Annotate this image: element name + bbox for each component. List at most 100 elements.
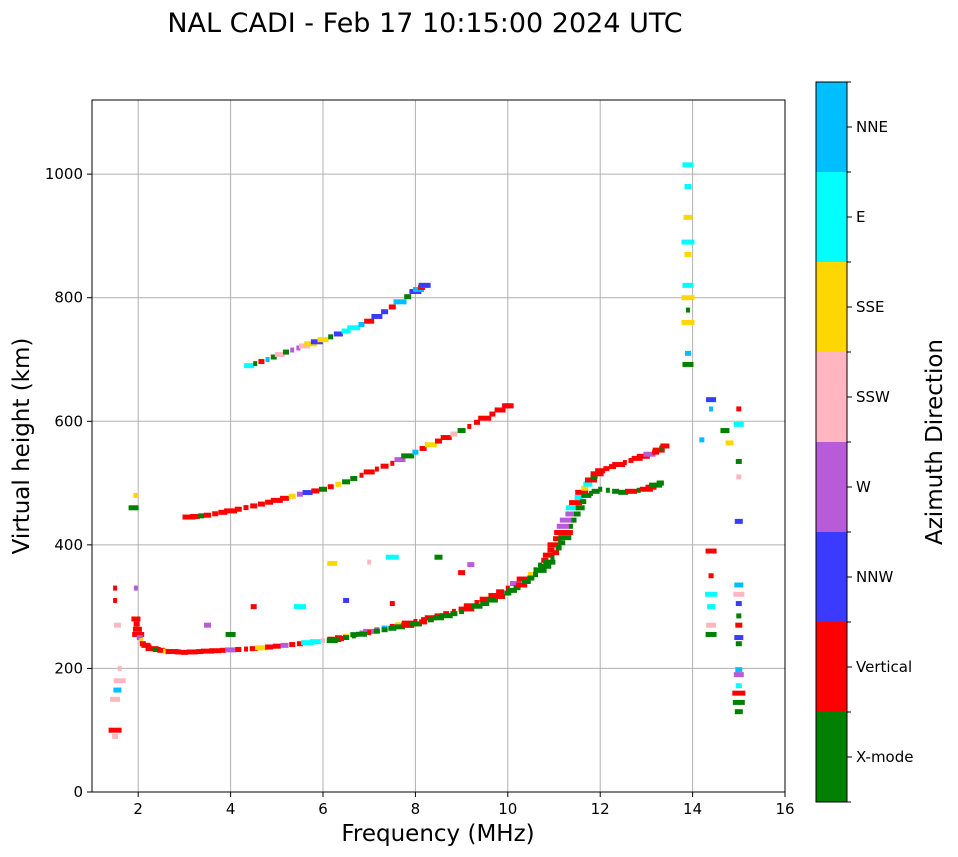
echo-mark: [311, 488, 320, 494]
echo-mark: [575, 489, 589, 495]
echo-mark: [558, 535, 572, 541]
echo-mark: [628, 457, 634, 463]
echo-mark: [419, 619, 428, 625]
x-tick-label: 2: [133, 800, 143, 818]
echo-mark: [434, 554, 443, 560]
echo-mark: [108, 727, 122, 733]
echo-mark: [186, 649, 198, 655]
echo-mark: [636, 487, 641, 493]
echo-mark: [467, 562, 475, 568]
echo-mark: [707, 604, 716, 610]
echo-mark: [598, 486, 603, 492]
echo-mark: [310, 339, 323, 345]
echo-mark: [274, 352, 285, 358]
echo-mark: [265, 499, 274, 505]
plot-border: [91, 99, 786, 793]
colorbar-segment: [816, 442, 847, 532]
echo-mark: [326, 638, 338, 644]
echo-mark: [581, 492, 592, 498]
echo-mark: [265, 357, 270, 362]
echo-mark: [350, 476, 358, 482]
echo-mark: [327, 560, 338, 566]
echo-mark: [662, 443, 667, 449]
echo-mark: [343, 597, 350, 603]
echo-mark: [385, 554, 399, 560]
echo-mark: [618, 489, 629, 495]
echo-mark: [513, 585, 521, 591]
echo-mark: [735, 667, 743, 673]
echo-mark: [480, 601, 490, 607]
colorbar-label-2: NNW: [856, 568, 893, 586]
echo-mark: [734, 635, 744, 641]
colorbar-segment: [816, 532, 847, 622]
echo-mark: [533, 567, 547, 573]
echo-mark: [558, 540, 566, 546]
echo-mark: [374, 466, 379, 472]
echo-mark: [112, 733, 119, 739]
echo-mark: [733, 672, 744, 678]
echo-mark: [293, 604, 306, 610]
echo-mark: [533, 572, 539, 578]
echo-mark: [393, 299, 407, 305]
echo-mark: [502, 403, 514, 409]
x-axis-label: Frequency (MHz): [341, 821, 534, 847]
echo-mark: [244, 363, 255, 369]
echo-mark: [580, 499, 587, 505]
echo-mark: [735, 601, 742, 607]
echo-mark: [734, 709, 743, 715]
echo-mark: [547, 547, 555, 553]
echo-mark: [474, 419, 480, 425]
echo-mark: [388, 304, 396, 310]
colorbar-label-6: E: [856, 208, 865, 226]
echo-mark: [735, 641, 742, 647]
echo-mark: [440, 435, 452, 441]
echo-mark: [495, 594, 506, 600]
echo-mark: [479, 596, 490, 602]
echo-mark: [296, 491, 303, 497]
echo-mark: [652, 447, 665, 453]
echo-mark: [341, 328, 351, 334]
echo-mark: [574, 494, 583, 500]
echo-mark: [720, 428, 730, 434]
echo-mark: [649, 482, 663, 488]
colorbar-label-7: NNE: [856, 118, 888, 136]
echo-mark: [559, 517, 573, 523]
colorbar-segment: [816, 622, 847, 712]
echo-mark: [595, 468, 606, 474]
echo-mark: [204, 512, 211, 518]
echo-mark: [272, 643, 281, 649]
echo-mark: [133, 585, 138, 591]
echo-mark: [575, 505, 585, 511]
colorbar-segment: [816, 82, 847, 172]
echo-mark: [510, 581, 521, 587]
echo-mark: [507, 587, 517, 593]
echo-mark: [302, 490, 313, 496]
colorbar-label-0: X-mode: [856, 748, 913, 766]
echo-mark: [463, 603, 475, 609]
x-tick-label: 10: [498, 800, 517, 818]
x-tick-label: 6: [318, 800, 328, 818]
echo-mark: [735, 683, 742, 689]
echo-mark: [643, 451, 656, 457]
echo-mark: [734, 582, 744, 588]
y-axis-label: Virtual height (km): [9, 338, 35, 555]
echo-mark: [581, 485, 589, 491]
echo-mark: [612, 462, 626, 468]
echo-mark: [603, 466, 610, 472]
echo-mark: [573, 511, 581, 517]
echo-mark: [133, 492, 139, 498]
echo-mark: [556, 523, 570, 529]
echo-mark: [735, 458, 742, 464]
echo-mark: [433, 615, 444, 621]
echo-mark: [182, 514, 196, 520]
echo-mark: [165, 649, 179, 655]
echo-mark: [136, 635, 143, 641]
echo-mark: [367, 559, 372, 565]
echo-mark: [684, 251, 692, 257]
echo-mark: [565, 505, 579, 511]
echo-mark: [527, 575, 535, 581]
echo-mark: [113, 687, 122, 693]
echo-mark: [450, 611, 458, 617]
echo-mark: [684, 350, 691, 356]
